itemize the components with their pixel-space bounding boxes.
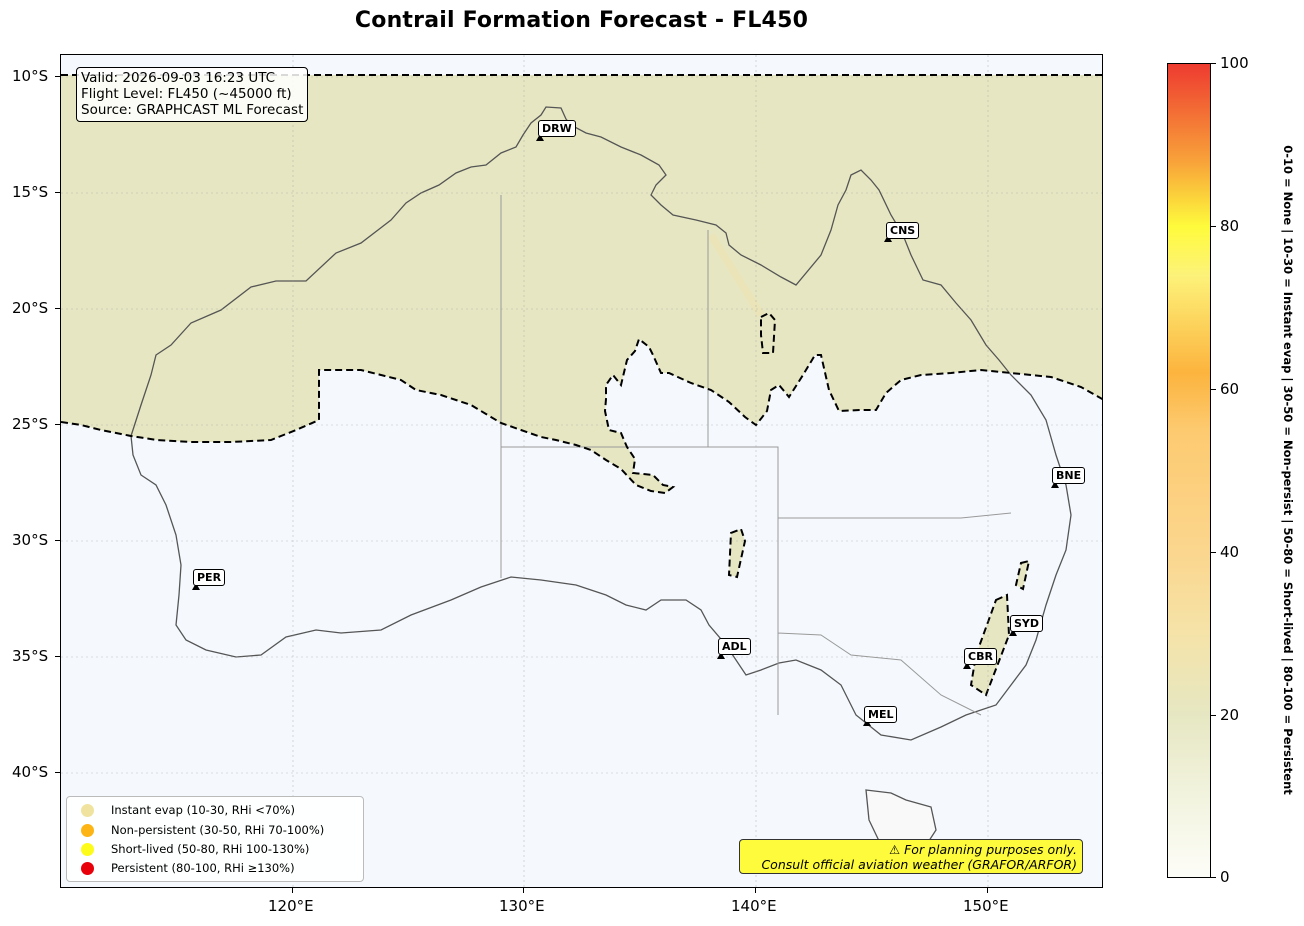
legend-swatch-icon xyxy=(81,803,94,817)
lon-tick-label: 140°E xyxy=(731,897,777,915)
legend-label: Short-lived (50-80, RHi 100-130%) xyxy=(111,842,310,856)
lon-tick-label: 120°E xyxy=(268,897,314,915)
lon-tick-label: 150°E xyxy=(963,897,1009,915)
city-marker-icon xyxy=(1009,629,1017,636)
contrail-map xyxy=(61,55,1102,887)
colorbar-tick-label: 20 xyxy=(1220,706,1240,724)
colorbar-tick-label: 80 xyxy=(1220,217,1240,235)
legend-swatch-icon xyxy=(81,861,94,875)
state-borders xyxy=(500,195,1012,716)
warning-line-2: Consult official aviation weather (GRAFO… xyxy=(761,857,1077,872)
contrail-boundary xyxy=(61,74,1102,495)
colorbar-tick-label: 60 xyxy=(1220,380,1240,398)
legend-item: Instant evap (10-30, RHi <70%) xyxy=(81,802,295,818)
colorbar-caption: 0-10 = None | 10-30 = Instant evap | 30-… xyxy=(1281,145,1295,795)
city-marker-icon xyxy=(192,583,200,590)
city-marker-icon xyxy=(536,134,544,141)
coastline xyxy=(130,106,1072,741)
legend-label: Instant evap (10-30, RHi <70%) xyxy=(111,803,295,817)
colorbar-tick-label: 100 xyxy=(1220,54,1249,72)
lat-tick-label: 25°S xyxy=(12,415,49,433)
lat-tick-label: 15°S xyxy=(12,183,49,201)
lon-tick-label: 130°E xyxy=(499,897,545,915)
contrail-zone-patch xyxy=(1014,559,1031,591)
city-label-syd[interactable]: SYD xyxy=(1010,615,1044,632)
contrail-zone-north xyxy=(61,75,1102,493)
city-label-adl[interactable]: ADL xyxy=(718,638,751,655)
legend-swatch-icon xyxy=(81,842,94,856)
lat-tick-label: 35°S xyxy=(12,647,49,665)
colorbar-tick-label: 0 xyxy=(1220,868,1230,886)
legend-swatch-icon xyxy=(81,823,94,837)
city-label-per[interactable]: PER xyxy=(193,569,226,586)
city-marker-icon xyxy=(717,652,725,659)
legend-item: Non-persistent (30-50, RHi 70-100%) xyxy=(81,822,324,838)
legend-label: Persistent (80-100, RHi ≥130%) xyxy=(111,861,295,875)
colorbar xyxy=(1167,63,1211,878)
city-marker-icon xyxy=(1051,481,1059,488)
map-title: Contrail Formation Forecast - FL450 xyxy=(354,8,809,33)
lat-tick-label: 10°S xyxy=(12,67,49,85)
warning-line-1: ⚠ For planning purposes only. xyxy=(889,842,1077,857)
lat-tick-label: 20°S xyxy=(12,299,49,317)
legend-item: Persistent (80-100, RHi ≥130%) xyxy=(81,860,295,876)
map-panel[interactable] xyxy=(60,54,1103,888)
city-label-bne[interactable]: BNE xyxy=(1052,467,1086,484)
city-label-cns[interactable]: CNS xyxy=(886,222,920,239)
contrail-zone-patch xyxy=(760,311,777,354)
city-label-cbr[interactable]: CBR xyxy=(964,648,997,665)
city-label-drw[interactable]: DRW xyxy=(538,120,576,137)
valid-time: Valid: 2026-09-03 16:23 UTC xyxy=(81,70,276,86)
lat-tick-label: 40°S xyxy=(12,763,49,781)
city-marker-icon xyxy=(963,662,971,669)
flight-level: Flight Level: FL450 (~45000 ft) xyxy=(81,86,292,102)
legend-item: Short-lived (50-80, RHi 100-130%) xyxy=(81,841,309,857)
map-legend: Instant evap (10-30, RHi <70%) Non-persi… xyxy=(66,796,364,882)
forecast-source: Source: GRAPHCAST ML Forecast xyxy=(81,102,304,118)
city-label-mel[interactable]: MEL xyxy=(864,706,898,723)
forecast-info-box: Valid: 2026-09-03 16:23 UTC Flight Level… xyxy=(76,67,309,122)
lat-tick-label: 30°S xyxy=(12,531,49,549)
planning-warning: ⚠ For planning purposes only. Consult of… xyxy=(739,839,1083,874)
colorbar-tick-label: 40 xyxy=(1220,543,1240,561)
contrail-zone-patch xyxy=(969,593,1011,697)
legend-label: Non-persistent (30-50, RHi 70-100%) xyxy=(111,823,325,837)
